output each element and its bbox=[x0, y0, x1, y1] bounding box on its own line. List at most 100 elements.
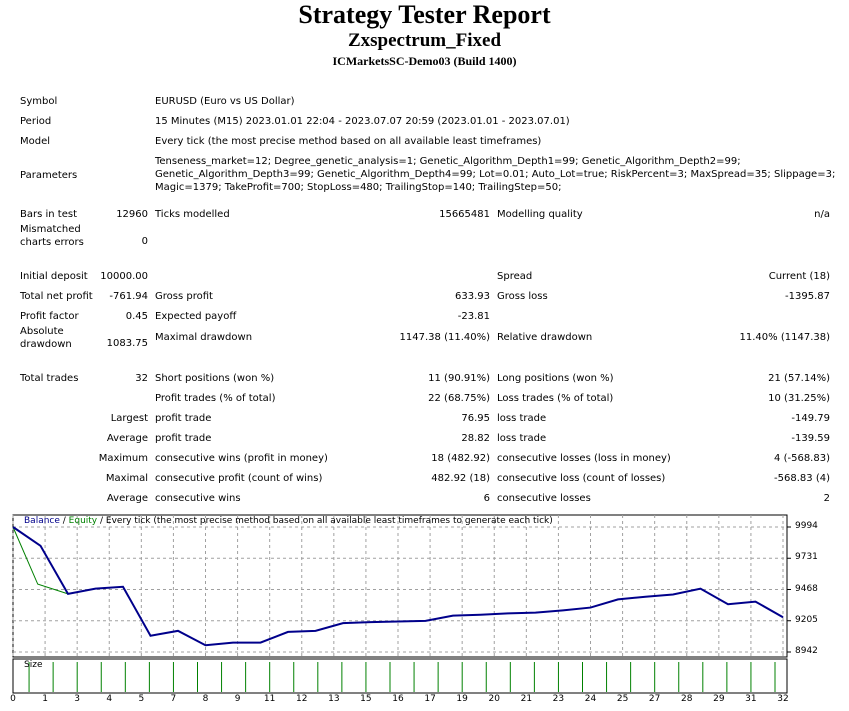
stat-value-2: 15665481 bbox=[439, 209, 490, 220]
y-tick-label: 9994 bbox=[795, 521, 818, 531]
stat-value: Average bbox=[106, 433, 148, 444]
legend-balance: Balance bbox=[24, 516, 60, 526]
stat-row: Average profit trade 28.82 loss trade -139.5… bbox=[0, 432, 849, 446]
x-tick-label: 19 bbox=[456, 694, 468, 704]
x-tick-label: 20 bbox=[488, 694, 500, 704]
stat-value: -761.94 bbox=[109, 291, 148, 302]
x-tick-label: 11 bbox=[263, 694, 276, 704]
y-tick-label: 9205 bbox=[795, 614, 818, 625]
stat-label-3: consecutive loss (count of losses) bbox=[497, 473, 666, 484]
stat-value-2: 6 bbox=[483, 493, 490, 504]
stat-row: Absolute drawdown 1083.75 Maximal drawdown… bbox=[0, 326, 849, 350]
server-build: ICMarketsSC-Demo03 (Build 1400) bbox=[332, 54, 517, 68]
stat-label-3: loss trade bbox=[497, 433, 547, 444]
parameters-line: Magic=1379; TakeProfit=700; StopLoss=480… bbox=[155, 182, 562, 193]
stat-label-2: Profit trades (% of total) bbox=[155, 393, 276, 404]
stat-value: Maximal bbox=[105, 473, 148, 484]
parameters-line: Tenseness_market=12; Degree_genetic_anal… bbox=[155, 156, 741, 167]
info-value: EURUSD (Euro vs US Dollar) bbox=[155, 96, 295, 107]
stat-value: 10000.00 bbox=[100, 271, 148, 282]
stat-value-2: 11 (90.91%) bbox=[428, 373, 490, 384]
parameters-line: Genetic_Algorithm_Depth3=99; Genetic_Alg… bbox=[155, 169, 836, 180]
stat-row: Profit trades (% of total) 22 (68.75%) Los… bbox=[0, 392, 849, 406]
stat-row: Initial deposit 10000.00 Spread Current (18… bbox=[0, 270, 849, 284]
stat-label-2: consecutive wins (profit in money) bbox=[155, 453, 328, 464]
size-frame bbox=[12, 658, 788, 694]
x-tick-label: 16 bbox=[392, 694, 404, 704]
stat-value: 0.45 bbox=[125, 311, 148, 322]
legend-sep: / bbox=[59, 516, 69, 526]
stat-label-2: profit trade bbox=[155, 433, 212, 444]
stat-row: Profit factor 0.45 Expected payoff -23.81 bbox=[0, 310, 849, 324]
stat-value: 12960 bbox=[116, 209, 148, 220]
stat-value-2: 22 (68.75%) bbox=[428, 393, 490, 404]
equity-line bbox=[12, 526, 69, 595]
x-tick-label: 23 bbox=[552, 694, 565, 704]
x-tick-label: 12 bbox=[296, 694, 308, 704]
x-tick-label: 32 bbox=[777, 694, 789, 704]
x-tick-label: 31 bbox=[745, 694, 757, 704]
stat-row: Bars in test 12960 Ticks modelled 15665481 M… bbox=[0, 208, 849, 222]
stat-label-3: Relative drawdown bbox=[497, 332, 593, 343]
stat-value-3: 10 (31.25%) bbox=[768, 393, 830, 404]
stat-value-2: 18 (482.92) bbox=[431, 453, 490, 464]
stat-label-2: consecutive profit (count of wins) bbox=[155, 473, 323, 484]
balance-line bbox=[12, 526, 784, 647]
x-tick-label: 29 bbox=[713, 694, 725, 704]
legend-equity: Equity bbox=[68, 516, 98, 526]
info-label: Period bbox=[20, 116, 52, 127]
stat-value-3: 21 (57.14%) bbox=[768, 373, 830, 384]
stat-value-2: -23.81 bbox=[457, 311, 490, 322]
stat-value-3: 11.40% (1147.38) bbox=[739, 332, 830, 343]
info-value: Every tick (the most precise method base… bbox=[155, 136, 542, 147]
stat-row: Maximum consecutive wins (profit in money… bbox=[0, 452, 849, 466]
stat-label-2: consecutive wins bbox=[155, 493, 241, 504]
stat-label-2: Ticks modelled bbox=[155, 209, 230, 220]
stat-value: Largest bbox=[110, 413, 148, 424]
stat-value-3: -1395.87 bbox=[785, 291, 830, 302]
stat-label: Mismatched charts errors bbox=[20, 224, 84, 248]
stat-value-3: -139.59 bbox=[791, 433, 830, 444]
x-tick-label: 24 bbox=[584, 694, 597, 704]
stat-label-2: Maximal drawdown bbox=[155, 332, 253, 343]
report-title: Strategy Tester Report bbox=[298, 0, 551, 29]
stat-label: Total net profit bbox=[20, 291, 93, 302]
x-tick-label: 5 bbox=[138, 694, 145, 704]
stat-value-3: Current (18) bbox=[768, 271, 830, 282]
stat-value-3: -149.79 bbox=[791, 413, 830, 424]
stat-label-2: Gross profit bbox=[155, 291, 213, 302]
x-tick-label: 27 bbox=[648, 694, 661, 704]
x-tick-label: 21 bbox=[520, 694, 533, 704]
x-tick-label: 8 bbox=[202, 694, 209, 704]
y-tick-label: 9731 bbox=[795, 552, 818, 563]
x-tick-label: 15 bbox=[360, 694, 372, 704]
stat-label-2: Short positions (won %) bbox=[155, 373, 275, 384]
stat-label-2: Expected payoff bbox=[155, 311, 237, 322]
stat-row: Largest profit trade 76.95 loss trade -149.7… bbox=[0, 412, 849, 426]
x-tick-label: 4 bbox=[106, 694, 113, 704]
stat-value: Maximum bbox=[98, 453, 148, 464]
stat-row: Mismatched charts errors 0 bbox=[0, 224, 849, 248]
info-row: Model Every tick (the most precise method… bbox=[0, 135, 849, 149]
info-row: Symbol EURUSD (Euro vs US Dollar) bbox=[0, 95, 849, 109]
stat-value-3: -568.83 (4) bbox=[774, 473, 830, 484]
stat-label-2: profit trade bbox=[155, 413, 212, 424]
stat-label-3: consecutive losses (loss in money) bbox=[497, 453, 671, 464]
stat-value: 1083.75 bbox=[106, 338, 148, 349]
expert-name: Zxspectrum_Fixed bbox=[347, 30, 502, 51]
info-label: Symbol bbox=[20, 96, 58, 107]
stat-value: 0 bbox=[141, 236, 148, 247]
x-tick-label: 7 bbox=[170, 694, 177, 704]
stat-label-3: Spread bbox=[497, 271, 533, 282]
info-label: Model bbox=[20, 136, 51, 147]
stat-label-3: loss trade bbox=[497, 413, 547, 424]
stat-label: Bars in test bbox=[20, 209, 77, 220]
x-tick-label: 28 bbox=[681, 694, 693, 704]
stat-value: 32 bbox=[135, 373, 148, 384]
info-row: Period 15 Minutes (M15) 2023.01.01 22:04 … bbox=[0, 115, 849, 129]
x-tick-label: 1 bbox=[42, 694, 48, 704]
y-tick-label: 9468 bbox=[795, 583, 818, 594]
stat-row: Total trades 32 Short positions (won %) 11 … bbox=[0, 372, 849, 386]
chart-legend: Balance / Equity / Every tick (the most … bbox=[24, 516, 553, 526]
x-tick-label: 9 bbox=[234, 694, 241, 704]
